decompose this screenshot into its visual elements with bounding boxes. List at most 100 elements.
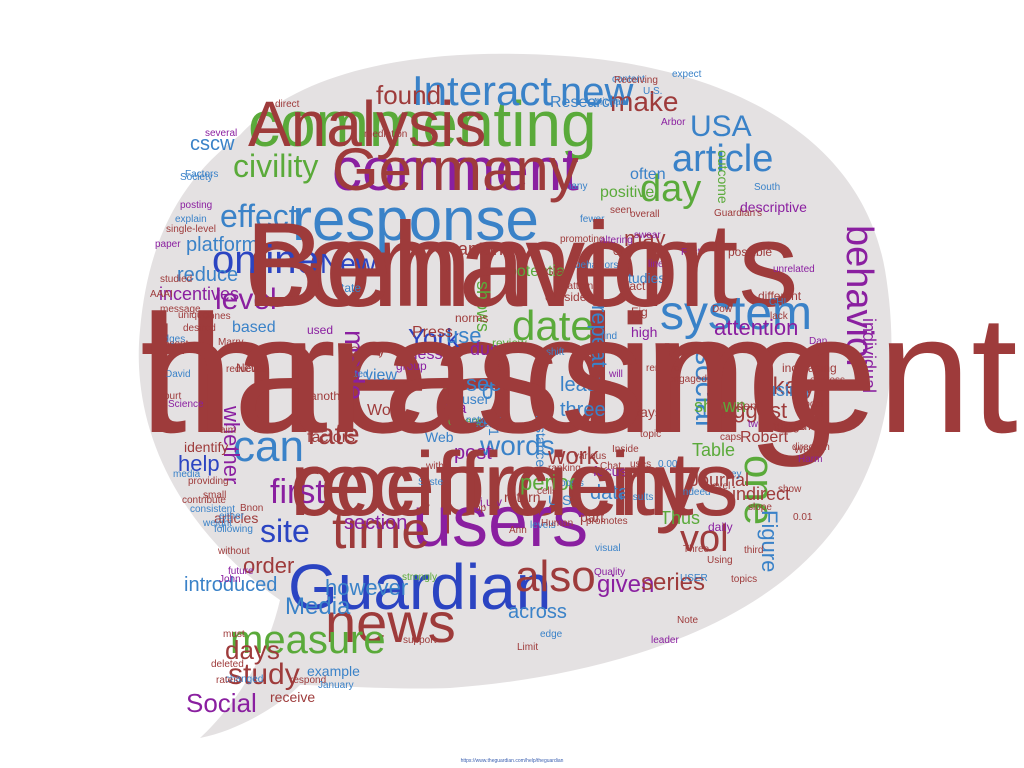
cloud-word: Dow xyxy=(712,304,733,315)
cloud-word: linear xyxy=(648,259,673,270)
cloud-word: online xyxy=(212,238,319,282)
cloud-word: swear xyxy=(634,230,661,241)
cloud-word: fewer xyxy=(580,214,605,225)
cloud-word: future xyxy=(228,566,254,577)
cloud-word: Guardian's xyxy=(714,208,763,219)
cloud-word: incentives xyxy=(159,284,240,304)
cloud-word: date xyxy=(512,302,594,349)
cloud-word: changed xyxy=(225,674,264,685)
cloud-word: receive xyxy=(270,689,316,705)
cloud-word: studies xyxy=(621,270,666,286)
cloud-word: Social xyxy=(186,688,257,718)
cloud-word: news xyxy=(325,591,456,654)
cloud-word: mediation xyxy=(364,129,408,140)
cloud-word: Research xyxy=(550,94,619,111)
cloud-word: show xyxy=(778,484,802,495)
cloud-word: help xyxy=(178,451,220,476)
cloud-word: First xyxy=(681,247,701,258)
cloud-word: January xyxy=(318,680,354,691)
cloud-word: study xyxy=(228,658,300,691)
cloud-word: via xyxy=(446,400,467,417)
cloud-word: Guardian xyxy=(288,551,552,623)
cloud-word: unrelated xyxy=(773,264,815,275)
cloud-word: days xyxy=(225,635,280,665)
cloud-word: topic xyxy=(640,429,662,440)
cloud-word: Behavior xyxy=(245,198,719,332)
cloud-word: high xyxy=(631,324,658,340)
cloud-word: express xyxy=(810,375,846,386)
cloud-word: direction xyxy=(792,442,830,453)
cloud-word: find xyxy=(601,331,618,342)
cloud-word: use xyxy=(446,323,482,348)
cloud-word: Michael xyxy=(594,97,629,108)
cloud-word: others xyxy=(448,414,482,428)
cloud-word: will xyxy=(609,369,623,380)
cloud-word: Figure xyxy=(757,510,782,573)
cloud-word: without xyxy=(218,546,250,557)
cloud-word: civility xyxy=(233,148,319,184)
cloud-word: Three xyxy=(683,544,710,555)
cloud-word: USA xyxy=(690,110,752,143)
cloud-word: related xyxy=(338,369,369,380)
cloud-word: rates xyxy=(216,675,239,686)
cloud-word: edges xyxy=(158,334,186,345)
cloud-word: Table xyxy=(692,440,736,460)
cloud-word: evel xyxy=(712,481,731,492)
cloud-word: e.g. xyxy=(432,375,453,389)
cloud-word: however xyxy=(325,575,409,600)
cloud-word: period xyxy=(520,470,582,495)
cloud-word: Web xyxy=(425,429,454,445)
cloud-word: Factors xyxy=(185,169,219,180)
cloud-word: various xyxy=(574,451,607,462)
cloud-word: desired xyxy=(183,323,216,334)
cloud-word: 0 xyxy=(482,382,494,404)
cloud-word: System xyxy=(418,477,452,488)
cloud-word: among xyxy=(458,239,514,259)
cloud-word: deleted xyxy=(211,659,244,670)
speech-bubble-path xyxy=(138,53,892,739)
cloud-word: site xyxy=(260,513,310,549)
cloud-word: U.S xyxy=(548,492,572,508)
cloud-word: small xyxy=(203,490,227,501)
cloud-word: court xyxy=(159,391,182,402)
cloud-word: promoting xyxy=(560,234,605,245)
cloud-word: series xyxy=(641,569,706,596)
cloud-word: visual xyxy=(595,543,621,554)
cloud-word: across xyxy=(508,601,567,623)
cloud-word: return xyxy=(504,489,541,505)
cloud-word: Chen xyxy=(620,469,644,480)
cloud-word: Press xyxy=(412,324,453,341)
cloud-word: examine xyxy=(785,419,831,433)
cloud-word: topics xyxy=(731,574,758,585)
cloud-word: drop xyxy=(466,503,487,514)
cloud-word: edge xyxy=(540,629,563,640)
cloud-word: due xyxy=(470,339,501,359)
cloud-word: ranking xyxy=(548,463,581,474)
cloud-word: using xyxy=(766,380,810,400)
cloud-word: U.S. xyxy=(643,86,663,97)
cloud-word: Analysis xyxy=(248,88,487,160)
cloud-word: words xyxy=(480,430,555,461)
cloud-word: indirect xyxy=(732,484,791,504)
cloud-word: media xyxy=(173,469,201,480)
cloud-word: measure xyxy=(230,618,386,662)
cloud-word: Indeed xyxy=(680,487,711,498)
cloud-word: review xyxy=(492,336,527,350)
cloud-word: Results xyxy=(620,492,654,503)
cloud-word: many xyxy=(563,181,588,192)
cloud-word: Civility xyxy=(350,344,385,358)
cloud-word: remove xyxy=(646,363,680,374)
cloud-word: Marry xyxy=(218,337,244,348)
cloud-word: leader xyxy=(651,635,679,646)
cloud-word: Note xyxy=(677,615,699,626)
cloud-word: based xyxy=(232,319,276,336)
cloud-word: commenting xyxy=(248,88,597,160)
cloud-word: altering xyxy=(600,235,633,246)
cloud-word: Society xyxy=(180,172,213,183)
cloud-word: different xyxy=(758,289,802,303)
cloud-word: World xyxy=(794,445,820,456)
cloud-word: daily xyxy=(708,520,733,534)
cloud-word: Work xyxy=(367,402,405,419)
